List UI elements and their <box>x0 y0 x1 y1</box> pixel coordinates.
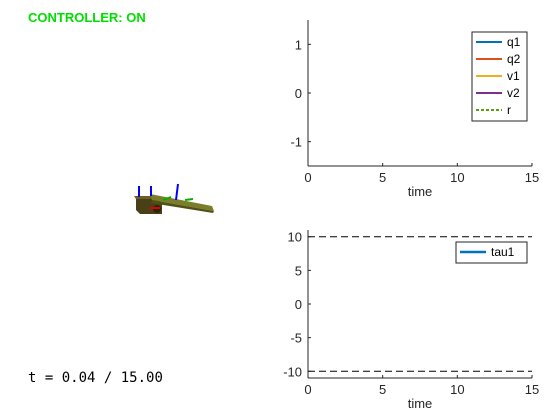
legend-label-q2: q2 <box>507 52 521 66</box>
legend-label-q1: q1 <box>507 35 521 49</box>
x-tick-label: 15 <box>525 382 539 397</box>
x-tick-label: 15 <box>525 170 539 185</box>
y-tick-label: -1 <box>290 135 302 150</box>
torque-chart-x-label: time <box>408 396 433 411</box>
y-tick-label: 0 <box>295 86 302 101</box>
y-tick-label: 5 <box>295 263 302 278</box>
x-tick-label: 0 <box>304 382 311 397</box>
torque-chart-limit-lines <box>308 236 532 372</box>
y-tick-label: 1 <box>295 37 302 52</box>
x-tick-label: 10 <box>450 170 464 185</box>
torque-chart-legend: tau1 <box>455 241 528 264</box>
time-readout: t = 0.04 / 15.00 <box>28 370 163 386</box>
x-tick-label: 10 <box>450 382 464 397</box>
states-chart-x-label: time <box>408 184 433 199</box>
legend-label-tau1: tau1 <box>491 245 515 259</box>
time-separator: / <box>95 370 121 386</box>
y-tick-label: -5 <box>290 331 302 346</box>
robot-frames <box>138 183 194 209</box>
time-prefix: t = <box>28 370 62 386</box>
states-chart-x-ticks: 0 5 10 15 <box>304 163 539 185</box>
legend-label-r: r <box>507 103 511 117</box>
legend-label-v1: v1 <box>507 69 520 83</box>
time-total: 15.00 <box>120 370 163 386</box>
time-current: 0.04 <box>61 370 96 386</box>
torque-chart-x-ticks: 0 5 10 15 <box>304 375 539 397</box>
x-tick-label: 5 <box>379 382 386 397</box>
y-tick-label: 0 <box>295 297 302 312</box>
states-chart-y-ticks: 1 0 -1 <box>290 37 311 150</box>
x-tick-label: 5 <box>379 170 386 185</box>
legend-label-v2: v2 <box>507 86 520 100</box>
y-tick-label: 10 <box>288 230 302 245</box>
states-chart-legend: q1 q2 v1 v2 r <box>471 31 528 122</box>
x-tick-label: 0 <box>304 170 311 185</box>
torque-chart-y-ticks: 10 5 0 -5 -10 <box>283 230 311 379</box>
controller-status: CONTROLLER: ON <box>28 10 146 25</box>
legend-box <box>455 241 528 264</box>
y-tick-label: -10 <box>283 364 302 379</box>
